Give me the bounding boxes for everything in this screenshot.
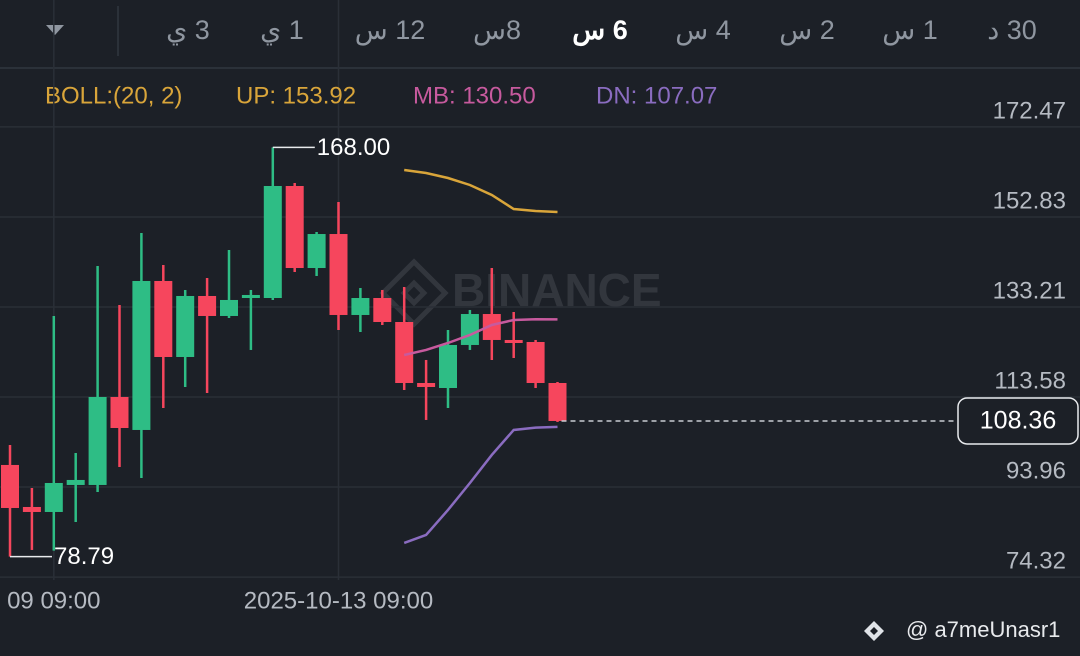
bollinger-line bbox=[403, 425, 558, 545]
candle-body bbox=[154, 280, 173, 357]
candle-body bbox=[548, 382, 567, 421]
watermark-logo bbox=[379, 258, 449, 328]
timeframe-tab[interactable]: 1 ي bbox=[260, 15, 304, 46]
dropdown-icon[interactable] bbox=[46, 25, 64, 35]
legend-entry: UP: 153.92 bbox=[236, 82, 356, 109]
y-tick-label: 113.58 bbox=[994, 367, 1066, 394]
candle-body bbox=[504, 339, 523, 344]
y-tick-label: 133.21 bbox=[993, 277, 1066, 304]
high-label: 168.00 bbox=[317, 134, 390, 161]
candle-body bbox=[329, 234, 348, 315]
bollinger-line bbox=[403, 317, 558, 357]
candle-body bbox=[351, 298, 370, 315]
candle-body bbox=[417, 382, 436, 387]
watermark-text: BINANCE bbox=[452, 264, 662, 316]
y-tick-label: 93.96 bbox=[1006, 457, 1066, 484]
indicator-label: BOLL:(20, 2) bbox=[45, 82, 182, 109]
candle-body bbox=[220, 299, 238, 316]
y-tick-label: 172.47 bbox=[993, 97, 1066, 124]
last-price-label: 108.36 bbox=[980, 407, 1056, 435]
timeframe-tab[interactable]: 1 س bbox=[882, 15, 938, 46]
low-label: 78.79 bbox=[54, 543, 114, 570]
timeframe-tab[interactable]: 8س bbox=[473, 15, 521, 46]
last-price-box bbox=[957, 397, 1079, 445]
candle-body bbox=[526, 341, 545, 383]
candle-body bbox=[439, 344, 457, 388]
timeframe-tab[interactable]: 3 ي bbox=[166, 15, 210, 46]
timeframe-tab[interactable]: 12 س bbox=[355, 15, 426, 46]
candle-body bbox=[373, 298, 392, 322]
legend-entry: MB: 130.50 bbox=[413, 82, 536, 109]
credit-logo bbox=[864, 621, 884, 641]
x-tick-label: 09 09:00 bbox=[7, 587, 100, 614]
candle-body bbox=[44, 482, 63, 512]
bollinger-line bbox=[404, 168, 558, 214]
candle-body bbox=[460, 314, 479, 345]
candle-body bbox=[1, 464, 19, 508]
x-tick-label: 2025-10-13 09:00 bbox=[244, 587, 434, 614]
candle-body bbox=[132, 280, 151, 430]
watermark: BINANCE bbox=[379, 258, 662, 328]
timeframe-tab[interactable]: 6 س bbox=[572, 15, 628, 47]
y-tick-label: 152.83 bbox=[993, 187, 1066, 214]
timeframe-tab[interactable]: 30 د bbox=[987, 15, 1037, 45]
candle-body bbox=[66, 479, 85, 485]
legend-entry: DN: 107.07 bbox=[596, 82, 717, 109]
candle-body bbox=[241, 294, 260, 299]
candle-body bbox=[307, 234, 326, 269]
candle-body bbox=[110, 396, 129, 428]
candle-body bbox=[482, 314, 501, 340]
y-tick-label: 74.32 bbox=[1006, 547, 1066, 574]
candle-body bbox=[263, 185, 282, 299]
credit: @ a7meUnasr1 bbox=[906, 617, 1060, 642]
candle-body bbox=[395, 321, 414, 383]
timeframe-tab[interactable]: 4 س bbox=[675, 15, 731, 46]
candle-body bbox=[198, 295, 217, 316]
candle-body bbox=[285, 185, 304, 269]
candle-body bbox=[176, 295, 195, 357]
timeframe-tab[interactable]: 2 س bbox=[779, 15, 835, 46]
candle-body bbox=[88, 396, 107, 485]
candle-body bbox=[22, 506, 41, 512]
